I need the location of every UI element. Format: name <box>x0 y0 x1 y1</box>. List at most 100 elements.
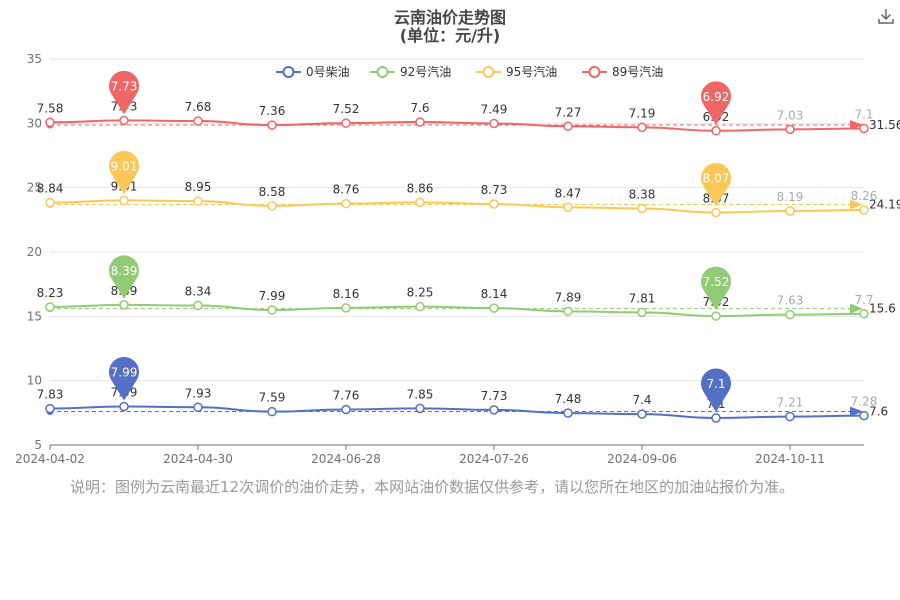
data-point <box>45 302 55 312</box>
legend-label: 95号汽油 <box>506 64 557 79</box>
data-label: 7.4 <box>632 393 651 407</box>
data-point <box>637 307 647 318</box>
data-point <box>341 198 351 209</box>
data-point <box>267 201 277 211</box>
y-tick-label: 35 <box>27 52 42 66</box>
data-point <box>45 403 55 414</box>
x-tick-label: 2024-10-11 <box>755 452 825 466</box>
data-point <box>859 410 869 421</box>
data-label: 7.21 <box>777 396 804 410</box>
data-point <box>711 126 721 136</box>
data-point <box>489 199 499 209</box>
data-point <box>193 196 203 206</box>
data-point <box>119 401 129 412</box>
data-label: 7.76 <box>333 388 360 402</box>
marker-pin <box>701 368 731 412</box>
average-arrow <box>850 406 863 417</box>
data-point <box>267 305 277 315</box>
marker-pin <box>109 255 140 299</box>
data-point <box>859 205 869 215</box>
data-point <box>45 117 55 128</box>
download-icon[interactable] <box>876 6 896 26</box>
marker-pin <box>109 70 139 115</box>
data-point <box>859 309 869 319</box>
data-point <box>415 117 425 127</box>
data-point <box>341 404 351 415</box>
data-label: 7.52 <box>333 102 360 116</box>
data-label: 8.86 <box>407 181 434 195</box>
data-label: 7.1 <box>854 107 873 121</box>
data-point <box>341 303 351 313</box>
average-label: 15.6 <box>869 302 896 316</box>
average-arrow <box>850 303 863 314</box>
average-arrow <box>850 120 863 131</box>
marker-pin-label: 9.01 <box>111 159 138 173</box>
data-label: 7.63 <box>777 294 804 308</box>
chart-subtitle: (单位：元/升) <box>399 26 501 45</box>
data-label: 8.26 <box>851 189 878 203</box>
data-label: 7.7 <box>854 293 873 307</box>
legend-symbol <box>588 66 601 78</box>
data-label: 8.23 <box>37 286 64 300</box>
average-label: 24.19 <box>869 198 900 212</box>
data-point <box>489 118 499 129</box>
data-label: 7.49 <box>481 102 508 116</box>
data-point <box>785 411 795 422</box>
data-label: 8.34 <box>185 285 212 299</box>
data-label: 8.73 <box>481 183 508 197</box>
data-label: 8.84 <box>37 182 64 196</box>
y-tick-label: 5 <box>34 438 42 452</box>
data-label: 7.58 <box>37 101 64 115</box>
average-label: 7.6 <box>869 405 888 419</box>
data-label: 7.48 <box>555 392 582 406</box>
data-label: 7.03 <box>777 108 804 122</box>
data-label: 7.27 <box>555 105 582 119</box>
y-tick-label: 20 <box>27 245 42 259</box>
data-label: 7.59 <box>259 391 286 405</box>
series-line <box>49 199 865 214</box>
y-tick-label: 30 <box>27 116 42 130</box>
series-line <box>49 303 865 318</box>
average-arrow <box>850 199 863 210</box>
data-point <box>193 300 203 311</box>
y-tick-label: 10 <box>27 374 42 388</box>
data-point <box>563 202 573 213</box>
series-line <box>49 119 865 132</box>
x-tick-label: 2024-04-30 <box>163 452 233 466</box>
legend-label: 0号柴油 <box>306 65 350 79</box>
data-label: 8.58 <box>259 185 286 199</box>
data-point <box>267 406 277 417</box>
x-tick-label: 2024-04-02 <box>15 452 85 466</box>
data-point <box>193 402 203 413</box>
footnote: 说明：图例为云南最近12次调价的油价走势，本网站油价数据仅供参考，请以您所在地区… <box>70 478 795 496</box>
marker-pin <box>701 81 731 125</box>
data-point <box>193 116 203 126</box>
data-point <box>415 403 425 414</box>
marker-pin <box>109 357 140 401</box>
data-point <box>415 301 425 312</box>
data-point <box>489 405 499 415</box>
data-point <box>267 120 277 130</box>
data-point <box>785 206 795 216</box>
data-point <box>859 123 869 134</box>
data-point <box>415 197 425 208</box>
data-point <box>785 309 795 320</box>
data-point <box>489 303 499 313</box>
series-line <box>49 405 865 419</box>
data-point <box>711 207 721 218</box>
data-label: 8.76 <box>333 183 360 197</box>
data-label: 7.89 <box>555 290 582 304</box>
data-label: 8.19 <box>777 190 804 204</box>
data-label: 8.25 <box>407 286 434 300</box>
data-point <box>563 306 573 317</box>
data-label: 8.47 <box>555 186 582 200</box>
marker-pin <box>701 163 732 207</box>
data-label: 7.85 <box>407 387 434 401</box>
data-point <box>637 122 647 133</box>
data-point <box>563 408 573 418</box>
legend-label: 92号汽油 <box>400 64 451 79</box>
legend-symbol <box>376 66 389 78</box>
data-label: 7.83 <box>37 388 64 402</box>
data-label: 7.19 <box>629 106 656 120</box>
